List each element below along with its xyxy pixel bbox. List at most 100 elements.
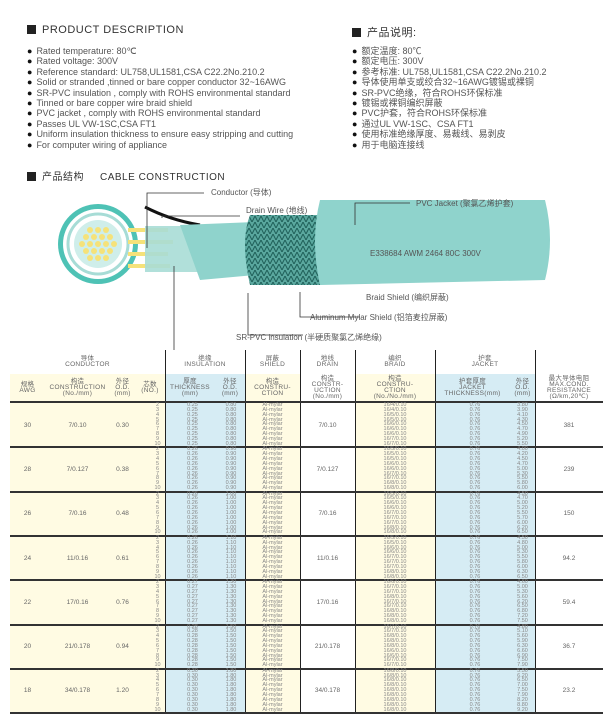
column-background: [435, 374, 535, 714]
column-divider: [435, 350, 436, 714]
table-row: 22 17/0.16 0.76 17/0.16 59.4 2 3 4 5 6 7 8 9 …: [0, 579, 603, 624]
cell-awg: 30: [23, 421, 32, 429]
column-header-od: 外径 O.D. (mm): [114, 378, 131, 397]
cell-drain: 7/0.10: [318, 421, 337, 429]
conductor-dot: [111, 241, 117, 247]
cell-jacket-od: 4.80 5.10 5.60 5.90 6.30 6.60 6.90 7.50 …: [517, 623, 528, 669]
cell-shield: Al-mylar Al-mylar Al-mylar Al-mylar Al-m…: [262, 579, 283, 624]
cross-section-icon: [58, 204, 138, 284]
cell-ins-thickness: 0.26 0.26 0.26 0.26 0.26 0.26 0.26 0.26 …: [187, 446, 198, 492]
cell-ins-thickness: 0.28 0.28 0.28 0.28 0.28 0.28 0.28 0.28 …: [187, 623, 198, 669]
cell-cores: 2 3 4 5 6 7 8 9 10: [154, 490, 161, 536]
cell-shield: Al-mylar Al-mylar Al-mylar Al-mylar Al-m…: [262, 402, 283, 447]
cell-ins-od: 0.90 0.90 0.90 0.90 0.90 0.90 0.90 0.90 …: [225, 446, 237, 492]
row-divider: [10, 490, 603, 493]
cell-od: 0.94: [116, 643, 129, 651]
conductor-dot: [79, 241, 85, 247]
column-header-res: 最大导体电阻 MAX.COND. RESISTANCE (Ω/km,20℃): [546, 375, 592, 400]
list-item: Passes UL VW-1SC,CSA FT1: [27, 119, 293, 129]
conductor-dot: [95, 255, 101, 261]
cell-shield: Al-mylar Al-mylar Al-mylar Al-mylar Al-m…: [262, 446, 283, 492]
conductor-dot: [107, 248, 113, 254]
list-item: Solid or stranded ,tinned or bare copper…: [27, 77, 293, 87]
column-header-cores: 芯数 (NO.): [141, 381, 159, 394]
cell-jacket-od: 4.50 4.80 5.00 5.30 5.50 5.80 6.00 6.30 …: [517, 534, 528, 580]
list-item: 额定温度: 80℃: [352, 46, 547, 56]
column-divider: [165, 350, 166, 714]
column-header-shield: 构造 CONSTRU- CTION: [254, 378, 291, 397]
column-background: [165, 374, 245, 714]
cell-res: 381: [563, 421, 575, 429]
label-conductor: Conductor (导体): [211, 187, 272, 197]
cell-shield: Al-mylar Al-mylar Al-mylar Al-mylar Al-m…: [262, 534, 283, 580]
table-row: 26 7/0.16 0.48 7/0.16 150 2 3 4 5 6 7 8 9 10 0…: [0, 490, 603, 536]
cell-drain: 7/0.127: [316, 465, 339, 473]
list-item: SR-PVC insulation , comply with ROHS env…: [27, 88, 293, 98]
conductor-dot: [83, 248, 89, 254]
cell-shield: Al-mylar Al-mylar Al-mylar Al-mylar Al-m…: [262, 667, 283, 713]
column-background: [245, 374, 300, 714]
conductor-dot: [91, 248, 97, 254]
cell-od: 0.61: [116, 554, 129, 562]
cell-cons: 34/0.178: [64, 687, 91, 695]
cell-jacket-od: 5.50 6.20 6.50 7.00 7.50 7.90 8.20 8.80 …: [517, 667, 528, 713]
cell-res: 59.4: [562, 598, 576, 606]
table-row: 18 34/0.178 1.20 34/0.178 23.2 2 3 4 5 6 7 8 …: [0, 667, 603, 713]
cell-ins-thickness: 0.27 0.27 0.27 0.27 0.27 0.27 0.27 0.27 …: [187, 579, 198, 624]
cell-braid: 16/5/0.10 16/5/0.10 16/5/0.10 16/6/0.10 …: [383, 446, 407, 492]
column-background: [355, 374, 435, 714]
row-divider: [10, 667, 603, 670]
list-item: 导体使用单支或绞合32~16AWG镀锡或裸铜: [352, 77, 547, 87]
table-row: 24 11/0.16 0.61 11/0.16 94.2 2 3 4 5 6 7 8 9 …: [0, 534, 603, 580]
cell-jacket-od: 4.50 4.70 5.00 5.20 5.50 5.70 6.00 6.20 …: [517, 490, 528, 536]
cell-drain: 21/0.178: [314, 643, 341, 651]
cell-ins-thickness: 0.25 0.25 0.25 0.25 0.25 0.25 0.25 0.25 …: [187, 402, 198, 447]
cell-jacket-thickness: 0.76 0.76 0.76 0.76 0.76 0.76 0.76 0.76 …: [469, 446, 481, 492]
cell-cores: 2 3 4 5 6 7 8 9 10: [154, 402, 161, 447]
cell-jacket-thickness: 0.76 0.76 0.76 0.76 0.76 0.76 0.76 0.76 …: [469, 667, 481, 713]
cell-res: 94.2: [562, 554, 576, 562]
conductor-dot: [99, 248, 105, 254]
cell-od: 0.38: [116, 465, 129, 473]
column-header-drain: 构造 CONSTR- UCTION (No./mm): [311, 375, 344, 400]
cell-awg: 24: [23, 554, 32, 562]
label-pvc-jacket: PVC Jacket (聚氯乙烯护套): [416, 198, 514, 208]
row-divider: [10, 401, 603, 403]
cell-braid: 16/8/0.10 16/8/0.10 16/8/0.10 16/8/0.10 …: [383, 667, 407, 713]
cell-od: 0.30: [116, 421, 129, 429]
cell-cons: 11/0.16: [66, 554, 89, 562]
heading-en: CABLE CONSTRUCTION: [100, 172, 226, 183]
group-header-conductor: 导体 CONDUCTOR: [65, 355, 110, 368]
label-drain-wire: Drain Wire (地线): [246, 205, 308, 215]
description-list-en: Rated temperature: 80℃Rated voltage: 300…: [27, 46, 293, 150]
list-item: 镀锡或裸铜编织屏蔽: [352, 98, 547, 108]
column-divider: [355, 350, 356, 714]
row-divider: [10, 712, 603, 714]
table-row: 28 7/0.127 0.38 7/0.127 239 2 3 4 5 6 7 8 9 1…: [0, 447, 603, 491]
list-item: PVC护套，符合ROHS环保标准: [352, 108, 547, 118]
cell-ins-od: 1.80 1.80 1.80 1.80 1.80 1.80 1.80 1.80 …: [225, 667, 237, 713]
conductor-dot: [95, 241, 101, 247]
cell-cores: 2 3 4 5 6 7 8 9 10: [154, 534, 161, 580]
product-description-heading-cn: 产品说明:: [352, 24, 417, 40]
conductor-dot: [103, 227, 109, 233]
conductor-dot: [91, 234, 97, 240]
list-item: For computer wiring of appliance: [27, 140, 293, 150]
conductor-dot: [95, 227, 101, 233]
list-item: 使用标准绝缘厚度、易裁线、易剥皮: [352, 129, 547, 139]
cell-braid: 16/7/0.10 16/7/0.10 16/8/0.10 16/8/0.10 …: [383, 623, 407, 669]
cell-cons: 7/0.127: [66, 465, 89, 473]
list-item: PVC jacket , comply with ROHS environmen…: [27, 108, 293, 118]
column-header-cons: 构造 CONSTRUCTION (No./mm): [49, 378, 106, 397]
label-braid-shield: Braid Shield (编织屏蔽): [366, 292, 449, 302]
conductor-dot: [83, 234, 89, 240]
description-list-cn: 额定温度: 80℃额定电压: 300V参考标准: UL758,UL1581,CS…: [352, 46, 547, 150]
column-divider: [535, 350, 536, 714]
cell-jacket-od: 3.80 3.90 4.10 4.30 4.50 4.70 4.90 5.20 …: [517, 402, 528, 447]
row-divider: [10, 623, 603, 626]
cell-drain: 34/0.178: [314, 687, 341, 695]
cell-drain: 17/0.16: [316, 598, 339, 606]
cell-awg: 22: [23, 598, 32, 606]
cell-res: 239: [563, 465, 575, 473]
cell-res: 36.7: [562, 643, 576, 651]
